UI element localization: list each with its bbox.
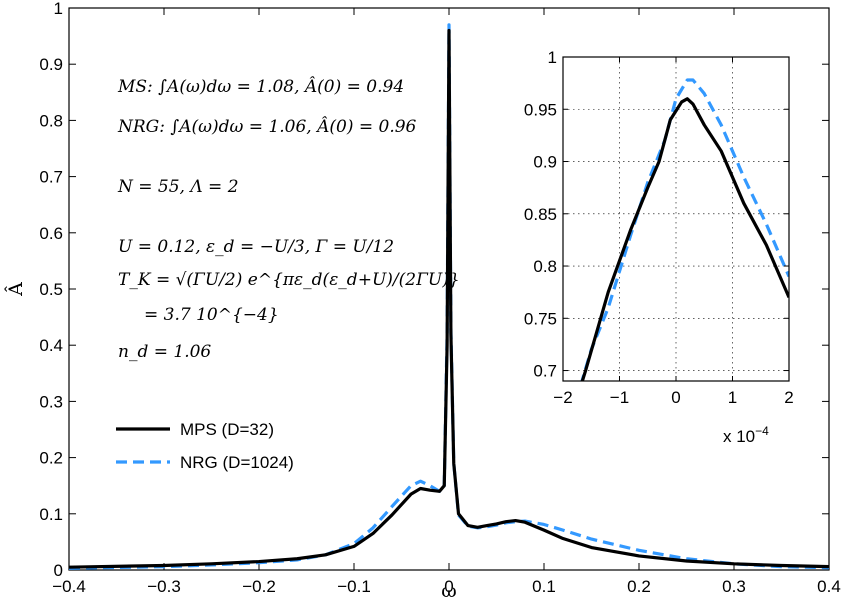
y-tick-label: 1: [54, 0, 63, 18]
annotation-nd: n_d = 1.06: [118, 342, 211, 362]
annotation-block: MS: ∫A(ω)dω = 1.08, Â(0) = 0.94 NRG: ∫A(…: [117, 76, 460, 362]
inset-x-multiplier: x 10−4: [723, 424, 769, 446]
y-tick-label: 0: [54, 561, 63, 580]
x-tick-label: 0: [444, 577, 453, 596]
inset-series-line-mps: [580, 97, 789, 381]
inset-x-tick-label: −2: [553, 388, 572, 407]
inset-series: [580, 78, 789, 381]
x-tick-label: −0.3: [147, 577, 181, 596]
y-tick-label: 0.7: [39, 168, 63, 187]
inset-y-tick-label: 1: [548, 48, 557, 67]
x-tick-label: −0.2: [242, 577, 276, 596]
y-tick-label: 0.2: [39, 449, 63, 468]
y-tick-label: 0.4: [39, 336, 63, 355]
inset-y-tick-label: 0.85: [524, 205, 557, 224]
y-tick-label: 0.1: [39, 505, 63, 524]
y-tick-label: 0.9: [39, 55, 63, 74]
x-tick-label: 0.3: [722, 577, 746, 596]
y-tick-label: 0.5: [39, 280, 63, 299]
annotation-params-u: U = 0.12, ε_d = −U/3, Γ = U/12: [118, 237, 394, 257]
main-plot: −0.4 −0.3 −0.2 −0.1 0 0.1 0.2 0.3 0.4 0 0.1 0.2 0.3 0…: [4, 0, 841, 602]
inset-x-tick-label: 0: [671, 388, 680, 407]
legend-label-mps: MPS (D=32): [180, 420, 274, 439]
inset-plot: −2 −1 0 1 2 0.7 0.75 0.8 0.85 0.9 0.95 1 x 10−4: [524, 48, 794, 446]
inset-x-tick-label: 1: [728, 388, 737, 407]
annotation-ms: MS: ∫A(ω)dω = 1.08, Â(0) = 0.94: [117, 76, 404, 97]
legend-label-nrg: NRG (D=1024): [180, 453, 294, 472]
annotation-tk-value: = 3.7 10^{−4}: [144, 305, 279, 325]
series-line-mps: [68, 28, 830, 569]
inset-y-tick-label: 0.8: [533, 257, 557, 276]
x-tick-label: 0.2: [627, 577, 651, 596]
main-ticks: −0.4 −0.3 −0.2 −0.1 0 0.1 0.2 0.3 0.4 0 0.1 0.2 0.3 0…: [39, 0, 840, 596]
y-tick-label: 0.8: [39, 111, 63, 130]
annotation-tk-formula: T_K = √(ΓU/2) e^{πε_d(ε_d+U)/(2ΓU)}: [118, 270, 460, 290]
legend: MPS (D=32) NRG (D=1024): [116, 420, 294, 472]
inset-x-multiplier-exp: −4: [755, 424, 769, 438]
annotation-nrg: NRG: ∫A(ω)dω = 1.06, Â(0) = 0.96: [117, 116, 417, 137]
y-tick-label: 0.3: [39, 392, 63, 411]
x-tick-label: 0.4: [817, 577, 841, 596]
annotation-params-n: N = 55, Λ = 2: [117, 177, 239, 197]
y-tick-label: 0.6: [39, 224, 63, 243]
x-tick-label: 0.1: [532, 577, 556, 596]
inset-y-tick-label: 0.7: [533, 362, 557, 381]
inset-y-tick-label: 0.9: [533, 153, 557, 172]
inset-ticks: −2 −1 0 1 2 0.7 0.75 0.8 0.85 0.9 0.95 1: [524, 48, 794, 407]
inset-grid: [563, 57, 789, 381]
x-tick-label: −0.4: [52, 577, 86, 596]
inset-y-tick-label: 0.95: [524, 100, 557, 119]
main-series: [68, 23, 830, 570]
inset-y-tick-label: 0.75: [524, 309, 557, 328]
inset-x-tick-label: 2: [784, 388, 793, 407]
inset-x-tick-label: −1: [610, 388, 629, 407]
y-axis-label: Â: [4, 282, 27, 297]
x-axis-label: ω: [441, 580, 457, 602]
x-tick-label: −0.1: [337, 577, 371, 596]
inset-x-multiplier-base: x 10: [723, 427, 755, 446]
